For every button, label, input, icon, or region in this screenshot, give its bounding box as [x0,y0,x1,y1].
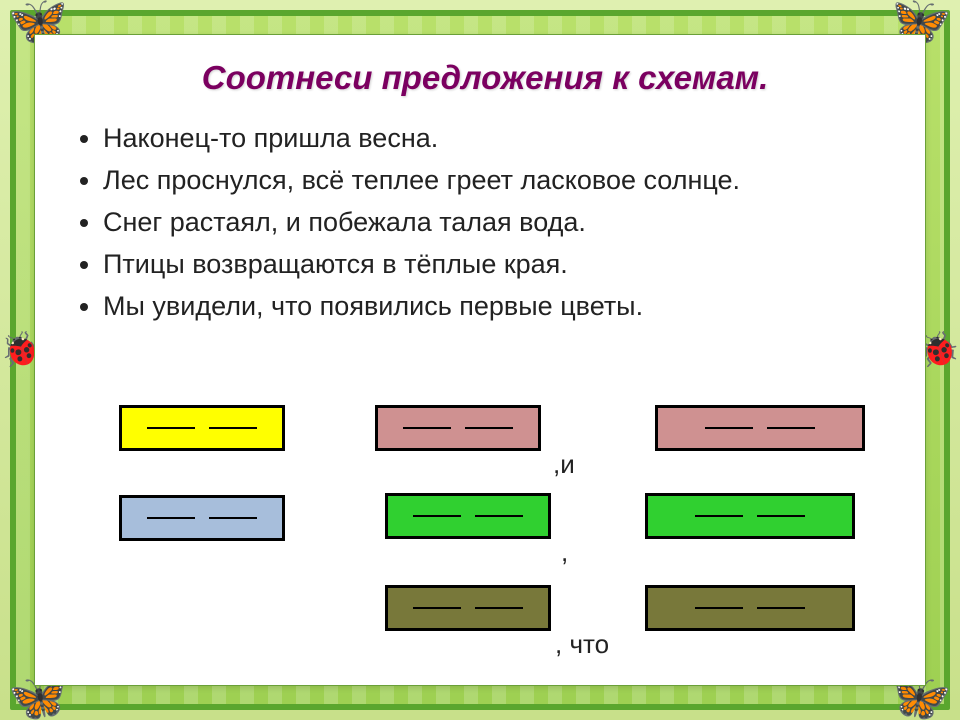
underline-icon [757,515,805,517]
schema-box-yellow [119,405,285,451]
sentence-list: Наконец-то пришла весна. Лес проснулся, … [75,119,895,327]
underline-icon [705,427,753,429]
underline-icon [767,427,815,429]
list-item: Лес проснулся, всё теплее греет ласковое… [103,161,895,201]
underline-icon [757,607,805,609]
connector-olive: , что [555,629,609,660]
schema-box-green-left [385,493,551,539]
schema-box-green-right [645,493,855,539]
connector-green: , [561,537,568,568]
list-item: Наконец-то пришла весна. [103,119,895,159]
underline-icon [147,427,195,429]
underline-icon [147,517,195,519]
underline-icon [695,515,743,517]
underline-icon [475,515,523,517]
list-item: Птицы возвращаются в тёплые края. [103,245,895,285]
schema-box-pink-right [655,405,865,451]
schema-box-blue [119,495,285,541]
slide-frame: 🦋 🦋 🦋 🦋 🐞 🐞 Соотнеси предложения к схема… [0,0,960,720]
underline-icon [403,427,451,429]
list-item: Снег растаял, и побежала талая вода. [103,203,895,243]
slide-title: Соотнеси предложения к схемам. [75,59,895,97]
underline-icon [695,607,743,609]
schema-box-olive-right [645,585,855,631]
underline-icon [475,607,523,609]
list-item: Мы увидели, что появились первые цветы. [103,287,895,327]
underline-icon [209,427,257,429]
underline-icon [209,517,257,519]
underline-icon [413,607,461,609]
schema-area: ,и , , что [75,405,895,669]
schema-box-pink-left [375,405,541,451]
schema-box-olive-left [385,585,551,631]
underline-icon [413,515,461,517]
content-card: Соотнеси предложения к схемам. Наконец-т… [34,34,926,686]
underline-icon [465,427,513,429]
connector-pink: ,и [553,449,575,480]
